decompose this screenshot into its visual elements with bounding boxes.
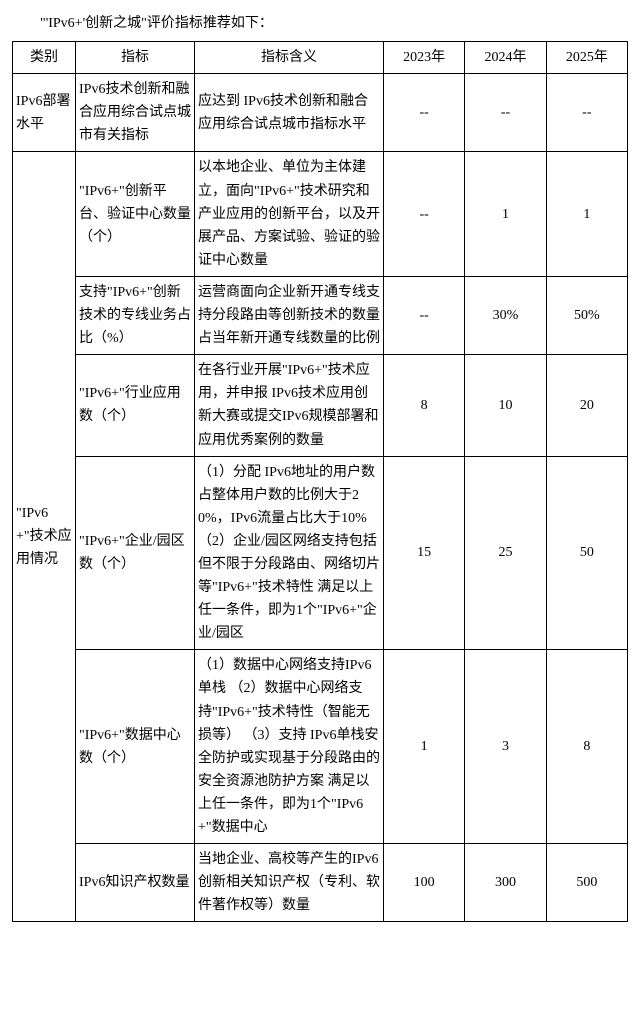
cell-definition: 应达到 IPv6技术创新和融合应用综合试点城市指标水平 bbox=[195, 74, 384, 152]
indicator-table: 类别 指标 指标含义 2023年 2024年 2025年 IPv6部署水平 IP… bbox=[12, 41, 628, 922]
table-row: IPv6部署水平 IPv6技术创新和融合应用综合试点城市有关指标 应达到 IPv… bbox=[13, 74, 628, 152]
cell-2024: -- bbox=[465, 74, 546, 152]
table-row: IPv6知识产权数量 当地企业、高校等产生的IPv6创新相关知识产权（专利、软件… bbox=[13, 844, 628, 922]
col-2025: 2025年 bbox=[546, 42, 627, 74]
cell-2024: 3 bbox=[465, 650, 546, 844]
cell-2025: 20 bbox=[546, 355, 627, 456]
cell-indicator: "IPv6+"创新平台、验证中心数量（个） bbox=[76, 152, 195, 276]
cell-2023: -- bbox=[384, 276, 465, 354]
table-header-row: 类别 指标 指标含义 2023年 2024年 2025年 bbox=[13, 42, 628, 74]
table-row: "IPv6+"行业应用数（个） 在各行业开展"IPv6+"技术应用，并申报 IP… bbox=[13, 355, 628, 456]
col-category: 类别 bbox=[13, 42, 76, 74]
cell-indicator: 支持"IPv6+"创新技术的专线业务占比（%） bbox=[76, 276, 195, 354]
cell-2024: 30% bbox=[465, 276, 546, 354]
cell-2024: 10 bbox=[465, 355, 546, 456]
cell-category: IPv6部署水平 bbox=[13, 74, 76, 152]
cell-indicator: "IPv6+"行业应用数（个） bbox=[76, 355, 195, 456]
table-row: "IPv6+"技术应用情况 "IPv6+"创新平台、验证中心数量（个） 以本地企… bbox=[13, 152, 628, 276]
cell-indicator: IPv6知识产权数量 bbox=[76, 844, 195, 922]
cell-2025: 500 bbox=[546, 844, 627, 922]
col-2024: 2024年 bbox=[465, 42, 546, 74]
cell-2023: 15 bbox=[384, 456, 465, 650]
cell-2023: -- bbox=[384, 74, 465, 152]
cell-definition: 在各行业开展"IPv6+"技术应用，并申报 IPv6技术应用创新大赛或提交IPv… bbox=[195, 355, 384, 456]
cell-definition: （1）分配 IPv6地址的用户数占整体用户数的比例大于20%，IPv6流量占比大… bbox=[195, 456, 384, 650]
table-row: "IPv6+"企业/园区数（个） （1）分配 IPv6地址的用户数占整体用户数的… bbox=[13, 456, 628, 650]
cell-2023: 8 bbox=[384, 355, 465, 456]
table-row: 支持"IPv6+"创新技术的专线业务占比（%） 运营商面向企业新开通专线支持分段… bbox=[13, 276, 628, 354]
page-title: "'IPv6+'创新之城"评价指标推荐如下： bbox=[40, 12, 628, 35]
cell-indicator: "IPv6+"数据中心数（个） bbox=[76, 650, 195, 844]
cell-definition: 以本地企业、单位为主体建立，面向"IPv6+"技术研究和产业应用的创新平台，以及… bbox=[195, 152, 384, 276]
cell-definition: 当地企业、高校等产生的IPv6创新相关知识产权（专利、软件著作权等）数量 bbox=[195, 844, 384, 922]
cell-category: "IPv6+"技术应用情况 bbox=[13, 152, 76, 922]
cell-2024: 1 bbox=[465, 152, 546, 276]
cell-2024: 300 bbox=[465, 844, 546, 922]
cell-indicator: IPv6技术创新和融合应用综合试点城市有关指标 bbox=[76, 74, 195, 152]
col-2023: 2023年 bbox=[384, 42, 465, 74]
cell-2023: 1 bbox=[384, 650, 465, 844]
cell-2024: 25 bbox=[465, 456, 546, 650]
cell-2025: 50 bbox=[546, 456, 627, 650]
cell-indicator: "IPv6+"企业/园区数（个） bbox=[76, 456, 195, 650]
cell-2025: -- bbox=[546, 74, 627, 152]
cell-2025: 1 bbox=[546, 152, 627, 276]
col-indicator: 指标 bbox=[76, 42, 195, 74]
cell-2023: -- bbox=[384, 152, 465, 276]
cell-definition: 运营商面向企业新开通专线支持分段路由等创新技术的数量占当年新开通专线数量的比例 bbox=[195, 276, 384, 354]
cell-2023: 100 bbox=[384, 844, 465, 922]
table-row: "IPv6+"数据中心数（个） （1）数据中心网络支持IPv6单栈 （2）数据中… bbox=[13, 650, 628, 844]
col-definition: 指标含义 bbox=[195, 42, 384, 74]
cell-2025: 8 bbox=[546, 650, 627, 844]
cell-2025: 50% bbox=[546, 276, 627, 354]
cell-definition: （1）数据中心网络支持IPv6单栈 （2）数据中心网络支持"IPv6+"技术特性… bbox=[195, 650, 384, 844]
